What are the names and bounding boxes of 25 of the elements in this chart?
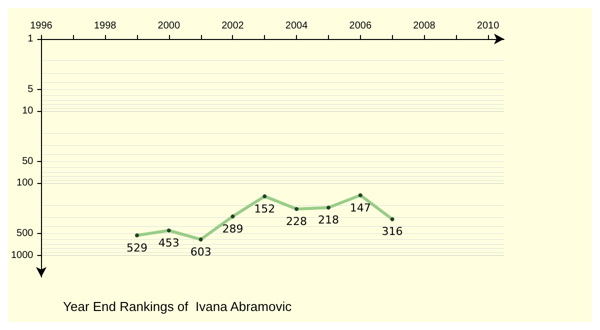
data-label: 228 xyxy=(286,215,308,228)
data-label: 453 xyxy=(158,236,180,250)
x-tick-label: 2002 xyxy=(222,20,244,32)
data-label: 152 xyxy=(254,202,276,216)
x-tick-label: 2004 xyxy=(285,20,308,32)
y-tick-label: 5 xyxy=(28,84,34,95)
x-tick-label: 1996 xyxy=(30,20,53,32)
data-label: 603 xyxy=(190,245,212,258)
y-tick-label: 1 xyxy=(28,34,34,44)
x-tick-label: 2000 xyxy=(158,20,180,32)
y-tick-label: 50 xyxy=(22,156,34,167)
x-tick-label: 2008 xyxy=(413,20,436,32)
data-label: 218 xyxy=(318,214,339,227)
y-tick-label: 10 xyxy=(22,106,34,117)
data-label: 289 xyxy=(222,222,244,236)
data-label: 147 xyxy=(350,201,371,214)
x-tick-label: 2006 xyxy=(349,20,372,32)
data-label: 529 xyxy=(126,241,148,254)
x-tick-label: 2010 xyxy=(476,20,500,32)
y-tick-label: 500 xyxy=(16,228,34,240)
y-tick-label: 1000 xyxy=(10,250,34,261)
y-tick-label: 100 xyxy=(16,178,34,189)
text: Year End Rankings of Ivana Abramovic xyxy=(63,299,292,314)
data-label: 316 xyxy=(382,225,403,238)
x-tick-label: 1998 xyxy=(94,20,117,32)
